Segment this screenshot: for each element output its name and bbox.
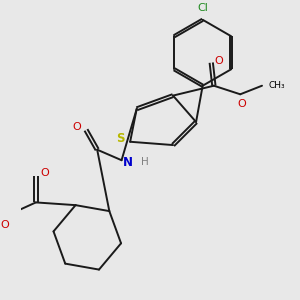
Text: S: S	[116, 132, 124, 145]
Text: O: O	[215, 56, 224, 66]
Text: N: N	[122, 156, 133, 170]
Text: O: O	[237, 98, 246, 109]
Text: O: O	[72, 122, 81, 132]
Text: O: O	[1, 220, 9, 230]
Text: Cl: Cl	[197, 3, 208, 13]
Text: O: O	[40, 168, 49, 178]
Text: H: H	[141, 157, 148, 167]
Text: CH₃: CH₃	[268, 81, 285, 90]
